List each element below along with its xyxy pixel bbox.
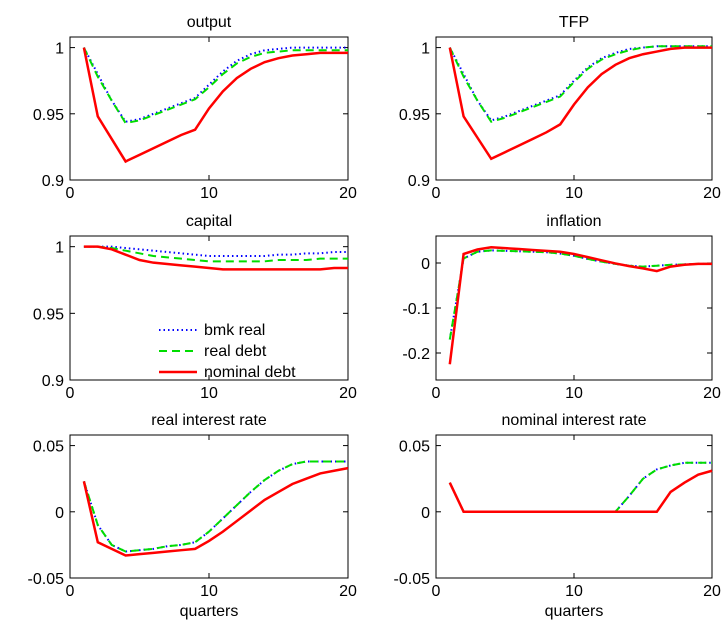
y-tick-label: -0.05 (394, 571, 431, 588)
y-tick-label: 0.95 (399, 107, 430, 124)
axes-box (435, 235, 713, 381)
x-tick-label: 20 (703, 185, 721, 202)
panel-title: capital (186, 213, 232, 230)
series-line (448, 469, 713, 514)
y-tick-label: 0 (55, 505, 64, 522)
series-line (448, 245, 712, 365)
x-tick-label: 0 (66, 185, 75, 202)
series-line (82, 47, 348, 125)
axes-box (435, 36, 713, 181)
series-line (448, 46, 712, 161)
series-line (82, 47, 348, 164)
y-tick-label: 0.05 (399, 439, 430, 456)
y-tick-label: -0.05 (28, 571, 65, 588)
series-line (83, 245, 348, 271)
y-tick-label: 1 (55, 240, 64, 257)
x-tick-label: 0 (432, 385, 441, 402)
x-tick-label: 10 (565, 583, 583, 600)
legend-label: nominal debt (204, 364, 296, 381)
y-tick-label: -0.2 (402, 346, 430, 363)
y-tick-label: 0.9 (42, 173, 64, 190)
series-line (83, 245, 348, 263)
y-tick-label: 0.05 (33, 439, 64, 456)
series-line (82, 466, 349, 557)
x-tick-label: 20 (339, 583, 357, 600)
x-tick-label: 0 (432, 583, 441, 600)
series-line (448, 45, 712, 122)
series-line (448, 249, 712, 340)
series-line (83, 46, 348, 123)
legend-label: bmk real (204, 322, 265, 339)
y-tick-label: 0 (421, 505, 430, 522)
legend-label: real debt (204, 343, 267, 360)
panel-title: nominal interest rate (502, 412, 647, 429)
x-tick-label: 20 (703, 385, 721, 402)
x-tick-label: 20 (339, 385, 357, 402)
axes-box (69, 434, 349, 579)
y-tick-label: 0.9 (408, 173, 430, 190)
x-tick-label: 10 (200, 385, 218, 402)
x-axis-label: quarters (545, 603, 604, 620)
y-tick-label: 0.95 (33, 306, 64, 323)
series-line (83, 245, 348, 257)
x-axis-label: quarters (180, 603, 239, 620)
panel-title: output (187, 14, 232, 31)
series-line (82, 460, 348, 553)
y-tick-label: 0.9 (42, 373, 64, 390)
panel-title: TFP (559, 14, 589, 31)
y-tick-label: 0.95 (33, 107, 64, 124)
y-tick-label: 1 (421, 41, 430, 58)
x-tick-label: 10 (565, 185, 583, 202)
x-tick-label: 10 (200, 185, 218, 202)
y-tick-label: 0 (421, 256, 430, 273)
panel-title: inflation (546, 213, 601, 230)
x-tick-label: 0 (432, 185, 441, 202)
x-tick-label: 10 (565, 385, 583, 402)
x-tick-label: 0 (66, 385, 75, 402)
y-tick-label: -0.1 (402, 301, 430, 318)
axes-box (69, 235, 349, 381)
x-tick-label: 20 (339, 185, 357, 202)
x-tick-label: 20 (703, 583, 721, 600)
y-tick-label: 1 (55, 41, 64, 58)
series-line (448, 45, 712, 123)
axes-box (435, 434, 713, 579)
series-line (448, 249, 712, 340)
panel-title: real interest rate (151, 412, 267, 429)
x-tick-label: 10 (200, 583, 218, 600)
x-tick-label: 0 (66, 583, 75, 600)
